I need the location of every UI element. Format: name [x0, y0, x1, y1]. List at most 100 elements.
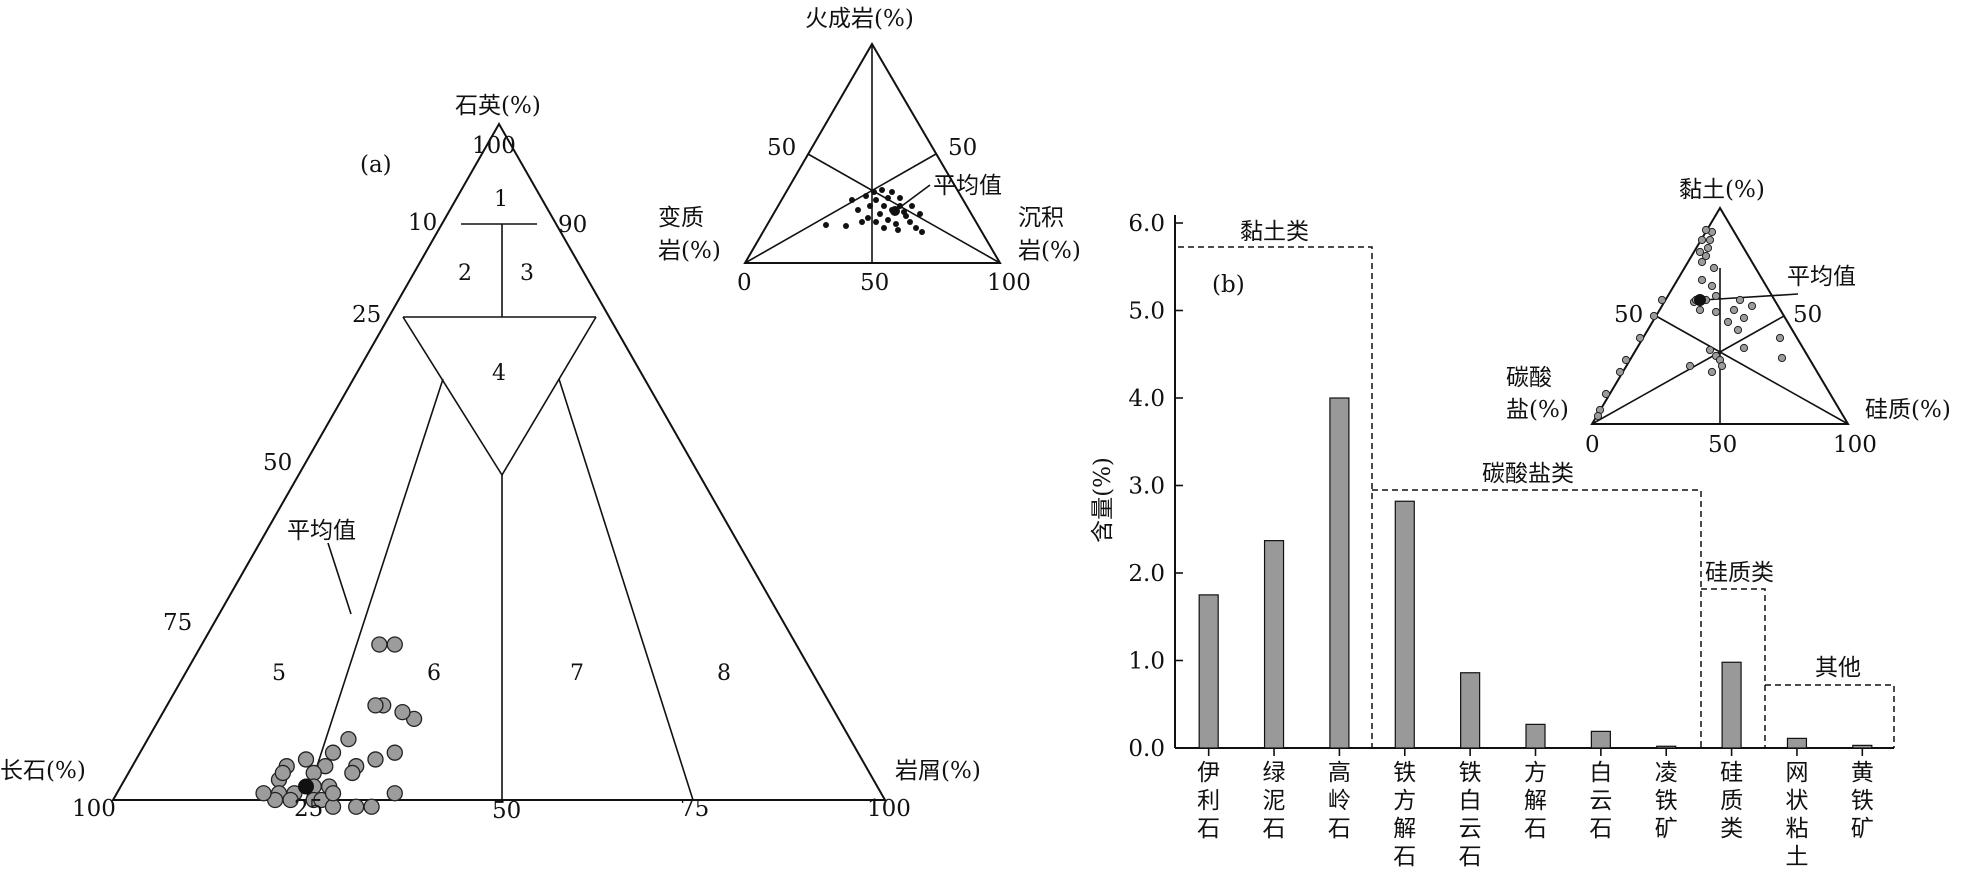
- inset-a-vertex-meta-line2: 岩(%): [658, 238, 721, 264]
- x-tick-label: 黄铁矿: [1851, 760, 1874, 842]
- inset-b-median-3: [1719, 315, 1785, 353]
- inset-b-point: [1635, 333, 1645, 343]
- inset-b-point: [1621, 355, 1631, 365]
- inset-b-point: [1701, 225, 1711, 235]
- inset-a-vertex-meta-line1: 变质: [658, 205, 704, 231]
- inset-b-point: [1777, 353, 1787, 363]
- group-label-carbonate: 碳酸盐类: [1482, 461, 1574, 487]
- x-tick-label: 铁白云石: [1459, 760, 1482, 870]
- x-tick-label: 方解石: [1524, 760, 1547, 842]
- y-tick-label: 3.0: [1128, 474, 1165, 500]
- bar: [1198, 594, 1219, 749]
- x-tick-label: 铁方解石: [1393, 760, 1416, 870]
- inset-a-scatter-points: [823, 187, 925, 235]
- inset-b-point: [1697, 275, 1707, 285]
- panel-a-label: (a): [360, 152, 392, 178]
- vertex-lithic-label: 岩屑(%): [895, 758, 981, 784]
- bar: [1460, 672, 1481, 749]
- inset-a-median-3: [744, 153, 937, 264]
- mean-leader-line: [327, 542, 352, 615]
- panel-b-label: (b): [1212, 272, 1245, 298]
- y-axis-label: 含量(%): [1090, 457, 1116, 543]
- inset-a-point: [863, 193, 869, 199]
- inset-b-mean-leader: [1702, 293, 1799, 301]
- inset-b-tick-bottom-0: 0: [1585, 432, 1600, 458]
- inset-a-point: [885, 195, 891, 201]
- inset-b-point: [1697, 257, 1707, 267]
- inset-b-point: [1733, 325, 1743, 335]
- x-tick-label: 网状粘土: [1785, 760, 1808, 870]
- inset-a-tick-bottom-50: 50: [860, 270, 889, 296]
- inset-b-vertex-silic: 硅质(%): [1865, 397, 1951, 423]
- bar: [1263, 540, 1285, 749]
- panel-b: 0.0 1.0 2.0 3.0 4.0 5.0 6.0 伊利石 绿泥石 高岭石 铁方解石 铁白云石 方…: [1090, 211, 1895, 870]
- zone-label-3: 3: [520, 261, 534, 286]
- vertex-quartz-label: 石英(%): [455, 93, 541, 119]
- scatter-points-a: [255, 636, 423, 815]
- inset-b-point: [1717, 361, 1727, 371]
- inset-b-tick-bottom-100: 100: [1833, 432, 1877, 458]
- inset-a-point: [877, 211, 883, 217]
- inset-b-median-3-ext: [1719, 351, 1849, 425]
- tick-bottom-100-left: 100: [72, 796, 116, 822]
- x-tick-label: 白云石: [1589, 760, 1612, 842]
- inset-b-point: [1705, 345, 1715, 355]
- y-tick-label: 1.0: [1128, 649, 1165, 675]
- inset-b-point: [1649, 311, 1659, 321]
- x-tick-label: 绿泥石: [1263, 760, 1286, 842]
- zone-label-1: 1: [494, 187, 508, 212]
- scatter-point: [344, 764, 361, 782]
- inset-b-point: [1657, 295, 1667, 305]
- inset-a-point: [889, 189, 895, 195]
- group-label-clay: 黏土类: [1240, 219, 1309, 245]
- zone-label-2: 2: [458, 261, 472, 286]
- bar: [1394, 500, 1415, 749]
- inset-a-point: [843, 223, 849, 229]
- inset-b-point: [1701, 251, 1711, 261]
- inset-a-point: [885, 217, 891, 223]
- x-tick-label: 伊利石: [1197, 760, 1220, 842]
- inset-b-mean-label: 平均值: [1787, 264, 1856, 290]
- inset-b-point: [1711, 291, 1721, 301]
- group-label-siliceous: 硅质类: [1705, 560, 1774, 586]
- inset-b-point: [1723, 317, 1733, 327]
- group-bracket-siliceous: [1701, 588, 1766, 748]
- inset-b-scatter-points: [1593, 225, 1787, 421]
- zone-label-4: 4: [492, 361, 506, 386]
- inset-a-point: [867, 203, 873, 209]
- mean-point: [298, 778, 314, 795]
- inset-a-point: [823, 222, 829, 228]
- inset-a-point: [855, 207, 861, 213]
- tick-bottom-50: 50: [492, 798, 521, 824]
- scatter-point: [386, 636, 403, 653]
- inset-b-vertex-carb-line1: 碳酸: [1506, 365, 1552, 391]
- zone-4-outline: [402, 316, 597, 477]
- inset-a-vertex-sed-line1: 沉积: [1018, 205, 1064, 231]
- y-tick-label: 4.0: [1128, 386, 1165, 412]
- y-tick-label: 6.0: [1128, 211, 1165, 237]
- inset-a-vertex-sed-line2: 岩(%): [1018, 238, 1081, 264]
- inset-b-point: [1601, 389, 1611, 399]
- inset-a-point: [865, 215, 871, 221]
- bar: [1852, 744, 1873, 749]
- x-tick-label: 硅质类: [1720, 760, 1743, 842]
- inset-b-median-2-ext: [1591, 351, 1721, 425]
- inset-a-point: [881, 225, 887, 231]
- tick-right-90: 90: [558, 212, 587, 238]
- tick-left-50: 50: [263, 450, 292, 476]
- inset-a-median-2: [807, 153, 1001, 264]
- scatter-point: [324, 744, 342, 761]
- bars: [1198, 397, 1873, 749]
- tick-quartz-100: 100: [472, 133, 516, 159]
- zone-label-6: 6: [427, 661, 441, 686]
- group-label-other: 其他: [1815, 655, 1861, 681]
- inset-a-point: [859, 219, 865, 225]
- inset-a-mean-label: 平均值: [933, 173, 1002, 199]
- zone-divider-25: [305, 378, 444, 801]
- tick-left-25: 25: [352, 302, 381, 328]
- inset-b-point: [1707, 367, 1717, 377]
- group-bracket-other: [1765, 684, 1895, 748]
- inset-b-vertex-carb-line2: 盐(%): [1506, 397, 1569, 423]
- x-tick-label: 高岭石: [1328, 760, 1351, 842]
